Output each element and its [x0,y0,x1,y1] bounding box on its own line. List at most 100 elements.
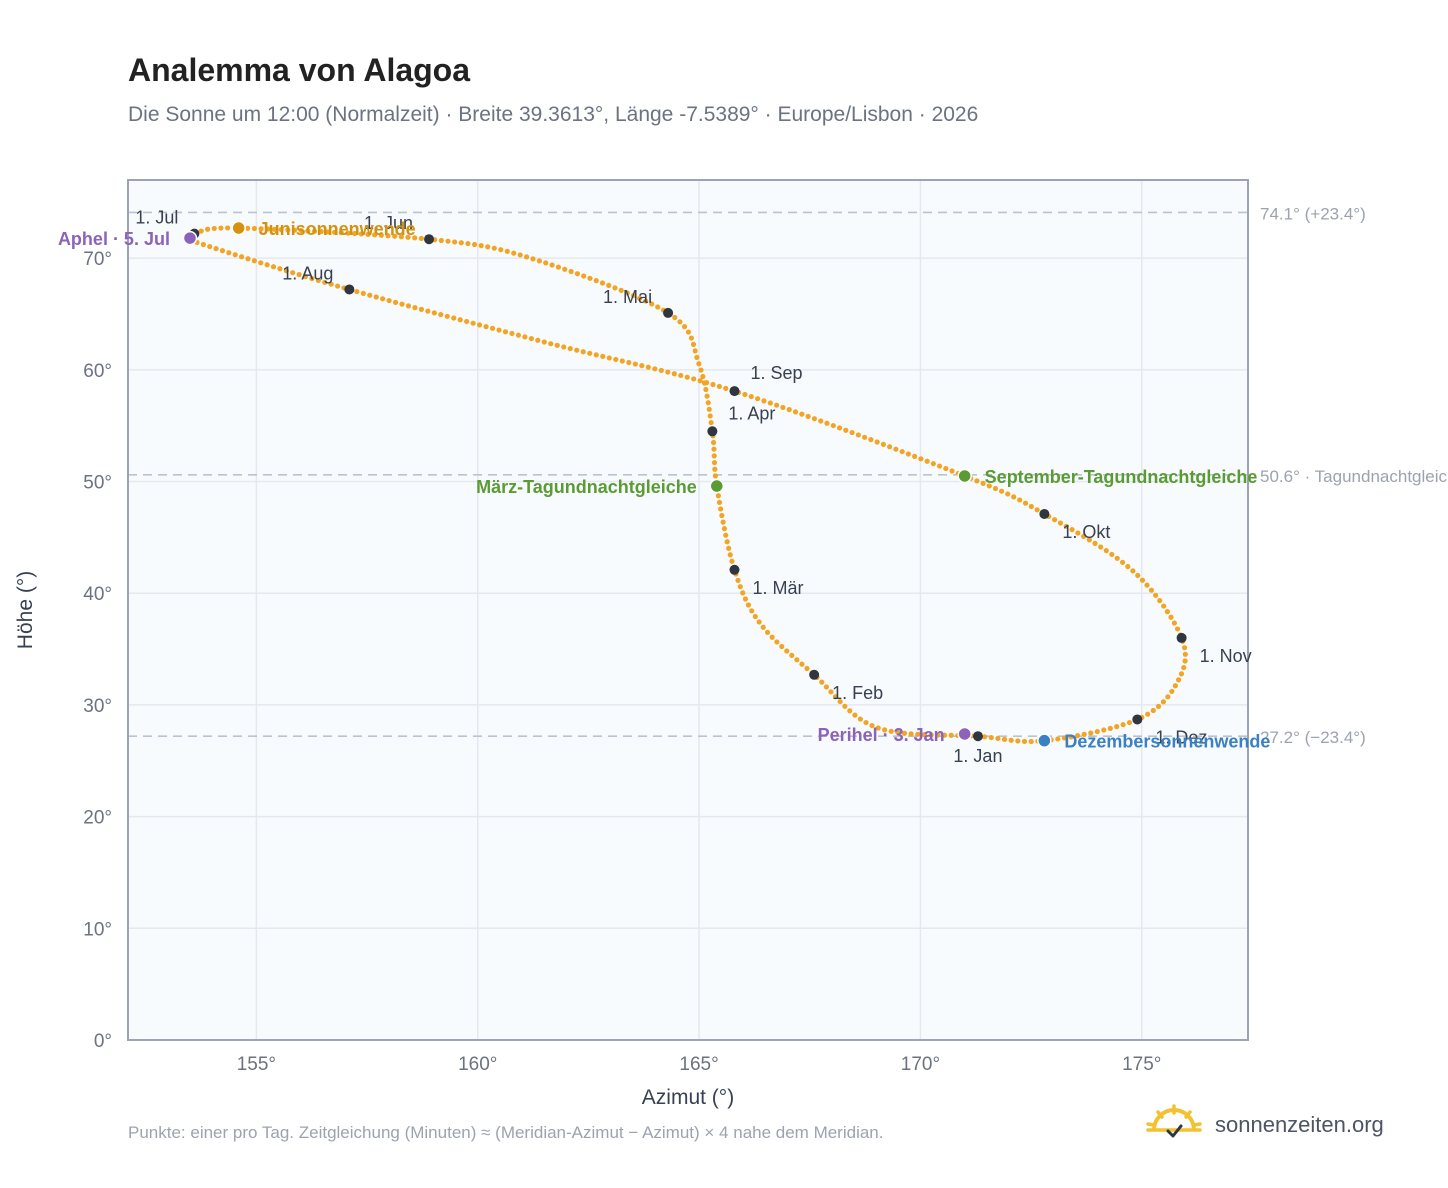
chart-title: Analemma von Alagoa [128,52,471,88]
day-point [862,434,868,440]
day-point [399,301,405,307]
month-marker [729,386,740,397]
reference-line-label: 74.1° (+23.4°) [1260,204,1366,223]
day-point [740,590,746,596]
day-point [1092,540,1098,546]
day-point [1107,725,1113,731]
day-point [1171,620,1177,626]
day-point [678,372,684,379]
day-point [1001,736,1008,742]
day-point [1061,735,1068,741]
day-point [438,311,444,318]
day-point [245,256,251,262]
day-point [251,225,257,232]
day-point [271,226,278,232]
day-point [457,317,463,323]
month-label: 1. Jan [953,746,1002,766]
day-point [1148,587,1155,593]
day-point [811,416,818,422]
day-point [677,319,683,325]
day-point [277,266,283,272]
day-point [789,652,795,659]
day-point [218,225,224,231]
day-point [1028,503,1034,510]
day-point [418,235,424,242]
day-point [786,407,792,413]
day-point [819,679,825,685]
day-point [1160,699,1167,705]
day-point [745,602,752,608]
brand[interactable]: sonnenzeiten.org [1146,1104,1406,1148]
day-point [198,228,204,234]
axes: 155° 160° 165° 170° 175° 0° 10° 20° 30° 40° 50° 60°… [14,179,1249,1109]
day-point [1109,551,1115,558]
day-point [309,275,315,282]
month-marker [729,564,740,575]
day-point [842,703,848,709]
day-point [325,229,331,235]
day-point [684,374,690,380]
day-point [761,398,767,404]
y-tick-label: 40° [83,584,112,605]
day-point [425,308,431,314]
day-point [716,499,723,505]
day-point [824,420,830,426]
day-point [982,734,988,740]
day-point [1028,738,1034,745]
day-point [855,432,861,438]
day-point [690,341,697,347]
day-point [711,446,717,452]
brand-name[interactable]: sonnenzeiten.org [1215,1112,1384,1137]
day-point [405,303,412,309]
day-point [742,596,749,602]
day-point [652,366,658,372]
grid-lines [128,180,1248,1040]
day-point [1144,582,1150,588]
day-point [1017,497,1023,503]
day-point [451,315,457,321]
day-point [737,584,743,590]
analemma-curve [185,225,1188,745]
day-point [302,273,309,280]
day-point [392,299,399,305]
day-point [315,277,321,283]
day-point [1182,658,1188,664]
day-point [290,270,296,276]
day-point [888,728,894,734]
day-point [1068,734,1074,740]
day-point [543,260,549,266]
day-point [305,228,311,234]
day-point [924,458,930,464]
day-point [905,451,912,457]
day-point [380,296,386,302]
day-point [1086,537,1092,543]
day-point [624,290,630,296]
day-point [1114,724,1120,730]
day-point [619,358,625,364]
month-label: 1. Mai [603,287,652,307]
day-point [1021,738,1028,745]
day-point [618,287,624,293]
reference-line-label: 27.2° (−23.4°) [1260,728,1366,747]
day-point [549,262,555,268]
day-point [431,310,437,316]
x-tick-label: 155° [237,1054,276,1075]
day-point [418,306,424,312]
day-point [1063,523,1069,529]
day-point [444,313,450,319]
day-point [692,348,698,354]
x-tick-label: 175° [1122,1054,1161,1075]
month-marker [1132,714,1143,725]
day-point [354,289,360,295]
event-label: März-Tagundnachtgleiche [476,477,697,497]
day-point [718,506,724,512]
day-point [780,404,786,411]
day-point [226,250,232,256]
day-point [264,262,270,268]
day-point [491,245,497,251]
day-point [710,381,716,388]
day-point [986,483,992,489]
reference-lines: 74.1° (+23.4°) 50.6° · Tagundnachtgleiche… [128,204,1448,747]
month-marker [424,234,435,245]
day-point [555,264,562,270]
